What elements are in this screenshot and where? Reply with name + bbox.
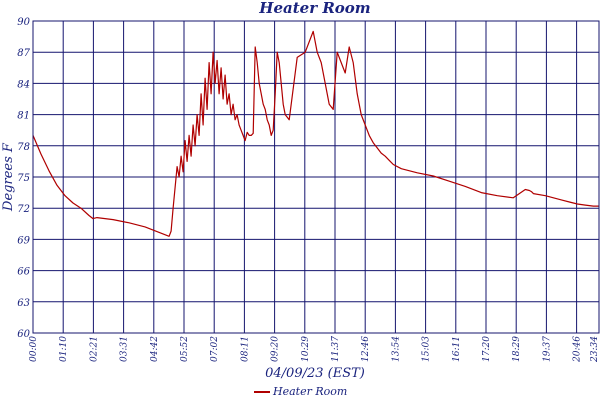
y-tick-label: 72 [17, 204, 30, 215]
y-axis-label: Degrees F [1, 142, 16, 212]
y-tick-label: 78 [17, 142, 30, 153]
x-axis-ticks: 00:00 01:10 02:21 03:31 04:42 05:52 07:02 08:11… [29, 336, 600, 363]
y-axis-ticks: 60 63 66 69 72 75 78 81 84 87 90 [17, 17, 30, 340]
x-tick-label: 23:34 [590, 336, 600, 363]
y-tick-label: 69 [17, 235, 30, 246]
x-tick-label: 11:37 [331, 336, 341, 362]
x-tick-label: 05:52 [180, 336, 190, 362]
x-axis-label: 04/09/23 (EST) [265, 366, 365, 381]
x-tick-label: 09:20 [271, 336, 281, 362]
x-tick-label: 02:21 [89, 336, 99, 362]
y-tick-label: 60 [17, 329, 30, 340]
x-tick-label: 15:03 [422, 336, 432, 362]
series-line-heater-room [32, 30, 599, 237]
y-tick-label: 90 [17, 17, 30, 28]
x-tick-label: 19:37 [542, 336, 552, 362]
y-tick-label: 81 [17, 111, 30, 122]
x-tick-label: 08:11 [240, 336, 250, 362]
legend-label: Heater Room [272, 385, 347, 398]
x-tick-label: 00:00 [29, 336, 39, 362]
x-tick-label: 12:46 [361, 336, 371, 362]
y-tick-label: 63 [17, 298, 30, 309]
x-tick-label: 03:31 [120, 336, 130, 362]
x-tick-label: 16:11 [452, 336, 462, 362]
series-group [32, 30, 599, 237]
legend: Heater Room [254, 385, 347, 398]
y-tick-label: 84 [17, 79, 30, 90]
plot-frame [32, 20, 600, 334]
y-tick-label: 66 [17, 267, 30, 278]
y-tick-label: 87 [17, 48, 30, 59]
chart-title: Heater Room [258, 0, 370, 17]
x-tick-label: 18:29 [512, 336, 522, 362]
x-tick-label: 17:20 [482, 336, 492, 362]
y-tick-label: 75 [17, 173, 30, 184]
x-tick-label: 01:10 [59, 336, 69, 362]
x-tick-label: 07:02 [210, 336, 220, 362]
x-tick-label: 13:54 [391, 336, 401, 362]
x-tick-label: 20:46 [573, 336, 583, 363]
x-tick-label: 04:42 [150, 336, 160, 362]
x-tick-label: 10:29 [301, 336, 311, 362]
chart-grid [32, 20, 599, 334]
